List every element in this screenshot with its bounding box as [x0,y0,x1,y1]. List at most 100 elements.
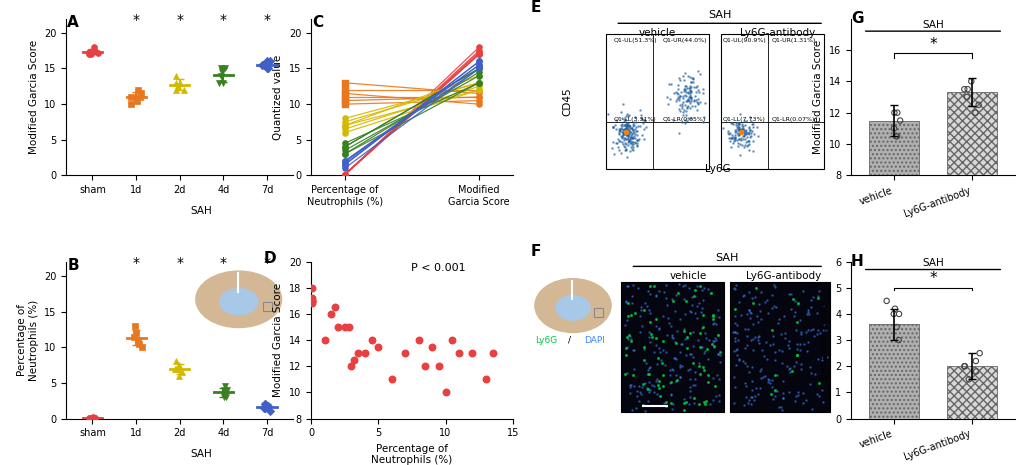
Point [81,48,97,56]
Point [471,72,487,80]
Point [343,363,360,370]
Text: E: E [530,0,540,15]
Point [383,376,399,383]
Point [336,165,353,172]
Point [345,356,362,364]
Point [216,383,232,390]
Bar [868,120,918,301]
Point [336,122,353,129]
Point [258,65,274,72]
Point [890,310,906,318]
Point [888,323,904,331]
Point [256,404,272,412]
Point [256,400,272,408]
Point [133,344,150,351]
Point [329,323,345,331]
Point [471,58,487,65]
Text: *: * [263,256,270,270]
FancyBboxPatch shape [730,282,829,412]
Point [336,159,353,166]
Y-axis label: Modified Garcia Score: Modified Garcia Score [273,283,283,397]
Point [336,158,353,165]
Point [336,100,353,108]
Text: P < 0.001: P < 0.001 [411,263,466,273]
Point [471,79,487,86]
Point [168,86,184,93]
Point [967,357,983,365]
Point [168,365,184,372]
Point [370,343,386,350]
Text: SAH: SAH [707,10,731,20]
Text: *: * [132,13,140,27]
Point [336,171,353,179]
Point [471,47,487,54]
Point [956,363,972,370]
Point [336,79,353,86]
Point [471,68,487,76]
Point [216,390,232,397]
Point [970,349,986,357]
Point [257,400,273,408]
Point [357,349,373,357]
Text: Ly6G: Ly6G [534,336,556,345]
Point [471,61,487,69]
Point [471,58,487,65]
Point [213,72,229,80]
Point [217,393,233,401]
Text: SAH: SAH [191,449,212,459]
Text: Q1-LR(0.07%): Q1-LR(0.07%) [770,117,814,122]
Text: Q1-UR(44.0%): Q1-UR(44.0%) [661,38,706,43]
Point [886,125,902,132]
Point [87,47,103,54]
FancyBboxPatch shape [605,34,708,169]
Point [471,90,487,97]
Point [82,414,98,421]
Point [955,363,971,370]
Point [471,100,487,108]
Point [336,143,353,151]
Point [336,161,353,168]
Point [86,43,102,51]
Bar [946,366,997,418]
Point [316,336,332,344]
Point [336,93,353,101]
Point [130,86,147,93]
Point [214,79,230,86]
Text: Ly6G-antibody: Ly6G-antibody [745,271,820,281]
Point [133,90,150,97]
Point [967,368,983,375]
Point [890,336,906,344]
Point [336,86,353,93]
Text: Ly6G-antibody: Ly6G-antibody [739,28,814,38]
Text: *: * [132,256,140,270]
Text: *: * [263,13,270,27]
Point [126,333,143,340]
Point [471,65,487,72]
Point [175,86,192,93]
Point [168,72,184,80]
Point [255,61,271,69]
Point [471,93,487,101]
Point [215,386,231,394]
Point [363,336,379,344]
Point [464,349,480,357]
Point [471,65,487,72]
Point [327,304,343,311]
Point [888,133,904,140]
Text: vehicle: vehicle [668,271,706,281]
Point [174,368,191,376]
Point [168,79,184,86]
Point [884,310,901,318]
Text: A: A [67,15,78,30]
Point [336,171,353,179]
Point [336,150,353,158]
Text: *: * [928,271,935,286]
Point [129,336,146,344]
FancyBboxPatch shape [621,282,723,412]
Point [90,49,106,57]
Point [471,65,487,72]
Point [471,93,487,101]
Point [219,386,235,394]
Point [484,349,500,357]
Point [471,79,487,86]
